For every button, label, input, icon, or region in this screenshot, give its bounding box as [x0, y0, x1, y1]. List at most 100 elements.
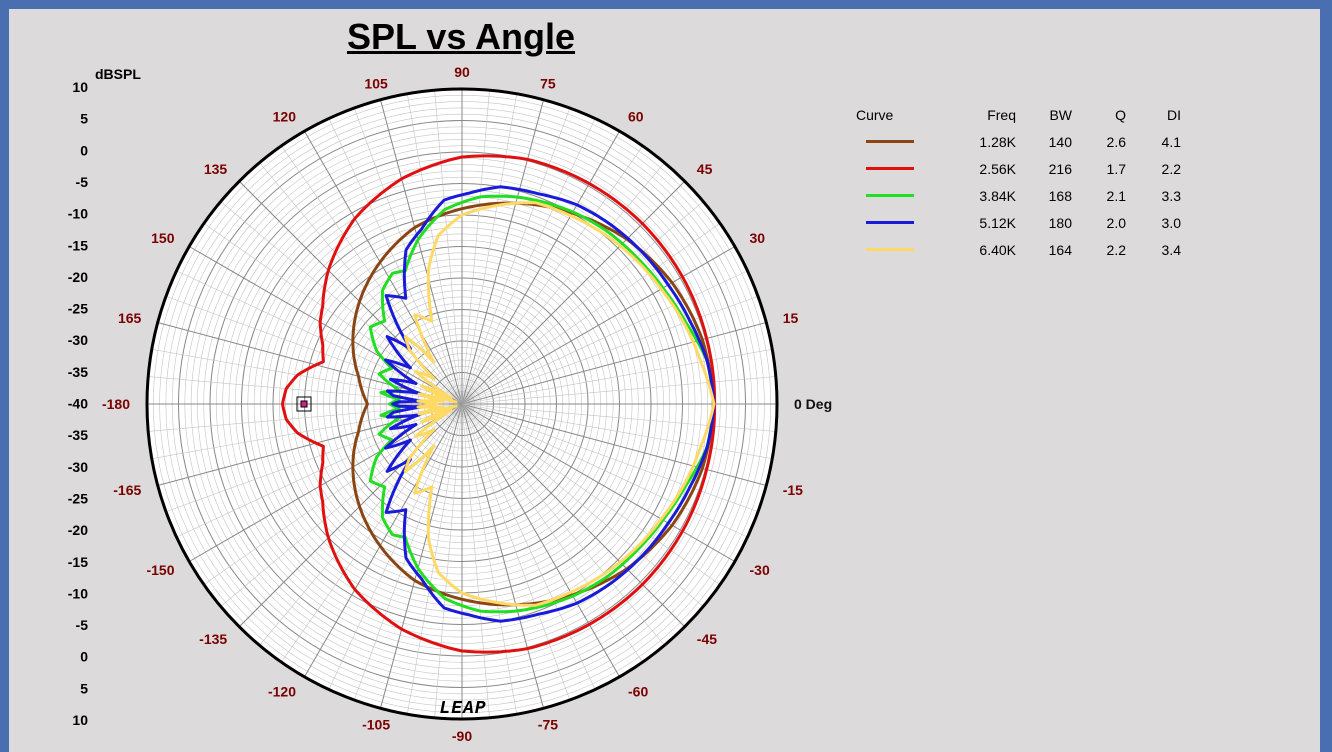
- radial-tick-label: -35: [68, 364, 88, 380]
- legend-q: 2.0: [1106, 214, 1126, 231]
- svg-text:LEAP: LEAP: [439, 699, 486, 719]
- legend-freq: 1.28K: [979, 133, 1016, 150]
- grid-spoke: [461, 403, 759, 513]
- radial-tick-label: -25: [68, 301, 88, 317]
- grid-spoke: [461, 403, 721, 585]
- grid-spoke: [461, 403, 571, 701]
- legend-row: 3.84K 168 2.1 3.3: [856, 182, 1181, 209]
- radial-tick-label: -40: [68, 396, 88, 412]
- legend-swatch-line: [866, 140, 914, 143]
- legend-table: Curve Freq BW Q DI 1.28K 140 2.6 4.1 2.56K 21…: [856, 101, 1181, 263]
- legend-di: 3.4: [1161, 241, 1181, 258]
- grid-spoke: [328, 403, 463, 690]
- grid-spoke: [188, 246, 463, 405]
- grid-spoke: [461, 130, 620, 405]
- grid-spoke: [461, 403, 704, 607]
- legend-header-curve: Curve: [856, 106, 894, 123]
- radial-tick-label: -15: [68, 237, 88, 253]
- radial-tick-label: 0: [80, 649, 88, 665]
- angle-tick-label: 60: [628, 109, 644, 125]
- grid-spoke: [461, 349, 773, 405]
- grid-spoke: [461, 403, 736, 562]
- angle-tick-label: 15: [783, 310, 799, 326]
- radial-tick-label: -15: [68, 554, 88, 570]
- legend-row: 6.40K 164 2.2 3.4: [856, 236, 1181, 263]
- angle-tick-label: -135: [199, 631, 227, 647]
- legend-swatch-line: [866, 167, 914, 170]
- legend-swatch-line: [866, 248, 914, 251]
- radial-tick-label: 5: [80, 680, 88, 696]
- angle-tick-label: -45: [697, 631, 717, 647]
- grid-spoke: [461, 145, 643, 405]
- angle-tick-labels: 0 Deg 15 30 45 60 75 90 105 120 135 150 165 -180 -15 -…: [102, 64, 832, 744]
- grid-spoke: [461, 403, 596, 690]
- angle-tick-label: 75: [540, 75, 556, 91]
- angle-tick-label: -60: [628, 684, 648, 700]
- angle-tick-label: 120: [273, 109, 297, 125]
- legend-swatch: [856, 128, 932, 155]
- radial-tick-label: -10: [68, 585, 88, 601]
- grid-spoke: [461, 321, 767, 405]
- grid-spoke: [328, 118, 463, 405]
- grid-spoke: [461, 93, 517, 405]
- radial-tick-label: 10: [72, 712, 88, 728]
- radial-tick-label: -30: [68, 459, 88, 475]
- cursor-marker[interactable]: [296, 396, 312, 412]
- leap-logo: LEAP: [439, 699, 486, 719]
- grid-spoke: [151, 403, 463, 459]
- angle-tick-label: -180: [102, 396, 130, 412]
- angle-tick-label: -15: [783, 482, 803, 498]
- legend-q: 2.2: [1106, 241, 1126, 258]
- grid-spoke: [304, 130, 463, 405]
- angle-tick-label: -150: [146, 562, 174, 578]
- grid-spoke: [461, 223, 721, 405]
- legend-freq: 6.40K: [979, 241, 1016, 258]
- legend-row: 1.28K 140 2.6 4.1: [856, 128, 1181, 155]
- grid-spoke: [461, 118, 596, 405]
- grid-spoke: [165, 295, 463, 405]
- grid-spoke: [461, 403, 545, 709]
- radial-tick-labels: 10 5 0 -5 -10 -15 -20 -25 -30 -35 -40 -35 -30 -25 -20 -…: [68, 79, 88, 728]
- grid-spoke: [461, 107, 571, 405]
- grid-spoke: [461, 99, 545, 405]
- grid-spoke: [461, 246, 736, 405]
- legend-q: 2.6: [1106, 133, 1126, 150]
- radial-tick-label: -10: [68, 206, 88, 222]
- grid-spoke: [461, 403, 776, 432]
- grid-spoke: [461, 403, 643, 663]
- grid-spoke: [461, 201, 704, 405]
- grid-spoke: [188, 403, 463, 562]
- angle-tick-label: 45: [697, 161, 713, 177]
- legend-di: 4.1: [1161, 133, 1181, 150]
- grid-spoke: [461, 403, 490, 718]
- curve-6.40K: [403, 201, 716, 607]
- legend-swatch: [856, 155, 932, 182]
- legend-di: 3.3: [1161, 187, 1181, 204]
- legend-q: 1.7: [1106, 160, 1126, 177]
- grid-spoke: [461, 403, 517, 715]
- legend-header-bw: BW: [1049, 106, 1072, 123]
- angle-tick-label: 30: [750, 230, 766, 246]
- angle-tick-label: 135: [204, 161, 228, 177]
- legend-swatch: [856, 182, 932, 209]
- grid-spoke: [461, 376, 776, 405]
- grid-spoke: [259, 403, 463, 646]
- legend-di: 3.0: [1161, 214, 1181, 231]
- grid-spoke: [434, 403, 463, 718]
- radial-tick-label: -30: [68, 332, 88, 348]
- grid-spoke: [165, 403, 463, 513]
- legend-row: 5.12K 180 2.0 3.0: [856, 209, 1181, 236]
- grid-spoke: [461, 403, 686, 628]
- polar-grid: [145, 87, 779, 721]
- legend-swatch: [856, 236, 932, 263]
- grid-spoke: [151, 349, 463, 405]
- angle-tick-label: -105: [362, 717, 390, 733]
- grid-spoke: [461, 90, 490, 405]
- grid-spoke: [461, 403, 748, 538]
- legend-di: 2.2: [1161, 160, 1181, 177]
- legend-swatch: [856, 209, 932, 236]
- angle-tick-label: 90: [454, 64, 470, 80]
- polar-curves: [281, 154, 717, 654]
- legend-bw: 168: [1048, 187, 1072, 204]
